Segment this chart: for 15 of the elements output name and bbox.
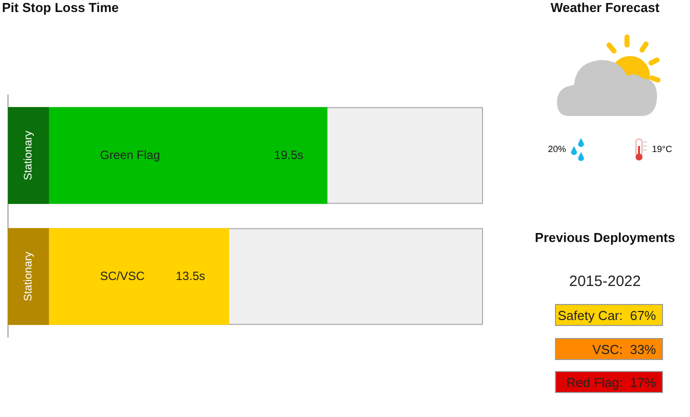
category-label: VSC: 33% (592, 342, 656, 356)
category-label: SC/VSC (100, 268, 145, 283)
category-label: Green Flag (100, 148, 160, 162)
band-label: Stationary (22, 130, 35, 180)
data-label: 19.5s (274, 148, 304, 162)
category-label: Red Flag: 17% (566, 375, 656, 390)
text: 20% (548, 144, 566, 154)
band-label: Stationary (22, 251, 35, 302)
data-label: 13.5s (176, 268, 206, 283)
text: 19°C (652, 144, 672, 154)
text: Previous Deployments (534, 230, 676, 245)
text: 2015-2022 (568, 273, 642, 290)
text: Weather Forecast (550, 0, 660, 15)
chart-title: Pit Stop Loss Time (2, 0, 119, 15)
category-label: Safety Car: 67% (558, 308, 656, 323)
